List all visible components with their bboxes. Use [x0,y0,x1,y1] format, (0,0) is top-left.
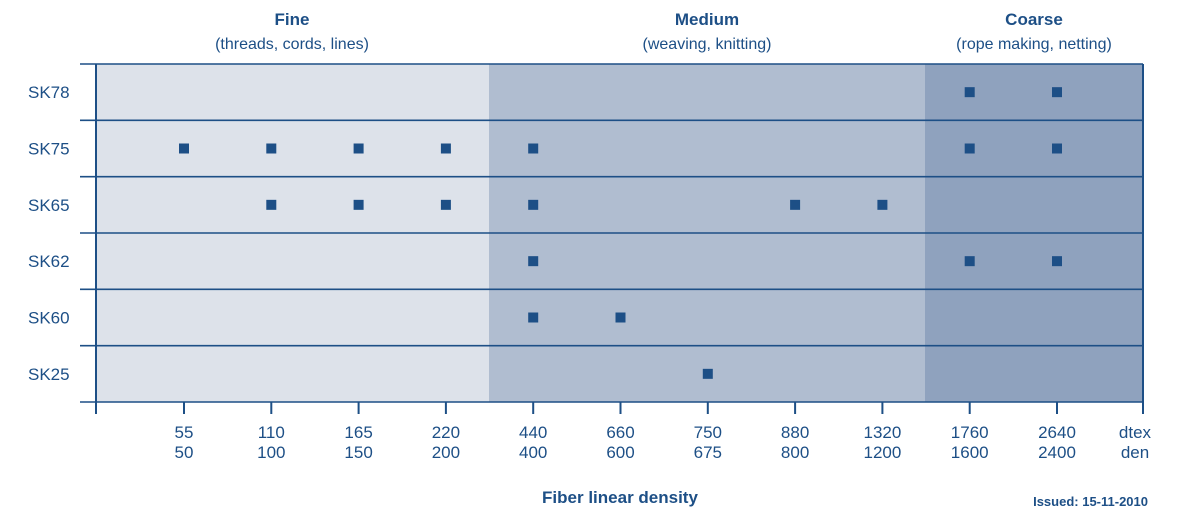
data-markers [179,87,1062,379]
row-label-sk78: SK78 [28,83,70,102]
unit-label-den: den [1121,443,1149,462]
marker-sk60-660 [615,312,626,323]
x-tick-label-den: 600 [606,443,634,462]
marker-sk65-440 [528,199,539,210]
marker-sk62-1760 [964,256,975,267]
unit-label-dtex: dtex [1119,423,1152,442]
marker-sk75-165 [353,143,364,154]
marker-sk75-110 [266,143,277,154]
marker-sk75-55 [179,143,189,154]
x-axis-label: Fiber linear density [542,488,698,507]
row-separators [80,63,1143,403]
x-tick-label-den: 150 [344,443,372,462]
marker-sk75-220 [440,143,451,154]
issued-date-note: Issued: 15-11-2010 [1033,494,1148,509]
marker-sk62-440 [528,256,539,267]
marker-sk62-2640 [1052,256,1062,267]
band-subtitle-coarse: (rope making, netting) [956,36,1112,53]
x-tick-label-dtex: 110 [258,423,285,442]
band-subtitle-fine: (threads, cords, lines) [215,36,369,53]
x-tick-label-dtex: 1760 [951,423,989,442]
marker-sk75-1760 [964,143,975,154]
band-labels: Fine (threads, cords, lines) Medium (weavin… [215,10,1112,53]
marker-sk75-2640 [1052,143,1062,154]
x-tick-label-den: 50 [175,443,194,462]
marker-sk78-2640 [1052,87,1062,98]
x-tick-label-dtex: 660 [606,423,634,442]
x-tick-label-den: 400 [519,443,547,462]
x-tick-label-den: 1600 [951,443,989,462]
axes [95,64,1144,414]
row-label-sk75: SK75 [28,140,70,159]
x-tick-label-den: 100 [257,443,285,462]
row-label-sk62: SK62 [28,252,70,271]
x-tick-label-dtex: 1320 [863,423,901,442]
x-tick-label-den: 800 [781,443,809,462]
x-tick-label-dtex: 440 [519,423,547,442]
x-tick-label-den: 1200 [863,443,901,462]
x-tick-label-den: 675 [694,443,722,462]
row-label-sk25: SK25 [28,365,70,384]
x-tick-label-dtex: 750 [694,423,722,442]
x-tick-label-dtex: 880 [781,423,809,442]
marker-sk65-1320 [877,199,888,210]
band-title-medium: Medium [675,10,739,29]
row-labels: SK78 SK75 SK65 SK62 SK60 SK25 [28,83,70,384]
marker-sk75-440 [528,143,539,154]
row-label-sk60: SK60 [28,309,70,328]
x-tick-label-den: 2400 [1038,443,1076,462]
marker-sk65-220 [440,199,451,210]
marker-sk65-880 [790,199,801,210]
marker-sk60-440 [528,312,539,323]
x-tick-label-den: 200 [432,443,460,462]
band-title-fine: Fine [275,10,310,29]
x-tick-label-dtex: 55 [175,423,194,442]
marker-sk78-1760 [964,87,975,98]
band-title-coarse: Coarse [1005,10,1063,29]
marker-sk65-110 [266,199,277,210]
band-subtitle-medium: (weaving, knitting) [643,36,772,53]
x-tick-label-dtex: 165 [344,423,372,442]
marker-sk25-750 [702,368,713,379]
marker-sk65-165 [353,199,364,210]
row-label-sk65: SK65 [28,196,70,215]
x-tick-label-dtex: 220 [432,423,460,442]
x-tick-label-dtex: 2640 [1038,423,1076,442]
